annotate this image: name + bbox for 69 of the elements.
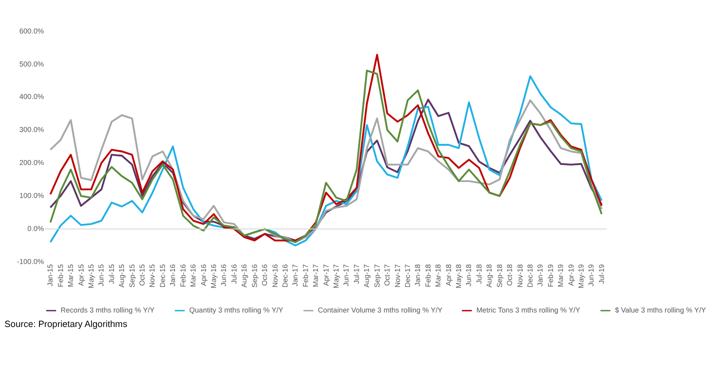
x-tick-label: Aug-17 xyxy=(362,264,372,288)
x-tick-label: Apr-18 xyxy=(444,264,453,286)
x-tick-label: Mar-19 xyxy=(556,264,566,288)
x-tick-label: Mar-17 xyxy=(311,264,320,288)
x-tick-label: Aug-16 xyxy=(240,264,249,288)
x-tick-label: May-17 xyxy=(332,264,341,288)
x-tick-label: Jun-15 xyxy=(96,264,106,286)
x-tick-label: Sep-15 xyxy=(127,264,136,288)
x-tick-label: Apr-15 xyxy=(76,264,86,286)
x-tick-label: Jan-17 xyxy=(290,264,300,286)
x-tick-label: Jun-18 xyxy=(464,264,474,286)
x-tick-label: Oct-18 xyxy=(505,264,514,286)
x-tick-label: Dec-18 xyxy=(525,264,534,288)
x-tick-label: May-18 xyxy=(454,264,464,288)
x-tick-label: Jan-15 xyxy=(46,264,55,286)
x-tick-label: Nov-18 xyxy=(515,264,524,288)
y-tick-label: 100.0% xyxy=(19,191,44,200)
x-tick-label: Jul-16 xyxy=(229,264,238,284)
x-tick-label: Jul-19 xyxy=(596,264,606,284)
legend-label: $ Value 3 mths rolling % Y/Y xyxy=(614,305,706,314)
x-tick-label: May-15 xyxy=(86,264,96,288)
x-tick-label: Aug-15 xyxy=(117,264,126,288)
x-tick-label: Jul-18 xyxy=(474,264,484,284)
x-tick-label: Oct-17 xyxy=(382,264,392,286)
x-tick-label: Jan-16 xyxy=(168,264,178,286)
x-tick-label: Dec-17 xyxy=(402,264,412,288)
x-tick-label: Sep-17 xyxy=(372,264,382,288)
y-tick-label: -100.0% xyxy=(16,257,44,266)
y-tick-label: 400.0% xyxy=(19,92,44,102)
x-tick-label: Nov-15 xyxy=(148,264,157,288)
x-tick-label: Jul-15 xyxy=(106,264,116,284)
x-tick-label: Oct-15 xyxy=(138,264,147,286)
y-tick-label: 600.0% xyxy=(19,26,44,36)
x-tick-label: Mar-15 xyxy=(66,264,76,288)
x-tick-label: Mar-18 xyxy=(434,264,443,288)
x-tick-label: Oct-16 xyxy=(260,264,270,286)
x-tick-label: Apr-16 xyxy=(198,264,208,286)
legend-label: Quantity 3 mths rolling % Y/Y xyxy=(189,305,284,314)
x-tick-label: Jan-19 xyxy=(536,264,545,286)
x-tick-label: Feb-19 xyxy=(546,264,555,288)
y-tick-label: 0.0% xyxy=(27,224,44,234)
y-tick-label: 300.0% xyxy=(19,125,44,134)
x-tick-label: May-16 xyxy=(209,264,218,288)
x-tick-label: Nov-17 xyxy=(392,264,402,288)
x-tick-label: Jun-17 xyxy=(342,264,351,286)
x-tick-label: Dec-16 xyxy=(280,264,290,288)
y-tick-label: 200.0% xyxy=(19,158,44,168)
x-tick-label: Jun-16 xyxy=(219,264,228,286)
legend-label: Metric Tons 3 mths rolling % Y/Y xyxy=(476,305,580,314)
x-tick-label: Jul-17 xyxy=(352,264,361,284)
x-tick-label: Feb-16 xyxy=(178,264,188,288)
source-note: Source: Proprietary Algorithms xyxy=(4,319,128,330)
x-tick-label: Dec-15 xyxy=(158,264,167,288)
x-tick-label: Jan-18 xyxy=(413,264,422,286)
x-tick-label: Mar-16 xyxy=(188,264,198,288)
y-tick-label: 500.0% xyxy=(19,59,44,68)
x-tick-label: Feb-15 xyxy=(56,264,65,288)
x-tick-label: May-19 xyxy=(576,264,586,288)
legend-label: Container Volume 3 mths rolling % Y/Y xyxy=(318,305,443,314)
x-tick-label: Feb-18 xyxy=(423,264,432,288)
x-tick-label: Jun-19 xyxy=(586,264,596,286)
x-tick-label: Sep-18 xyxy=(494,264,504,288)
x-tick-label: Apr-19 xyxy=(566,264,576,286)
x-tick-label: Apr-17 xyxy=(321,264,330,286)
legend-label: Records 3 mths rolling % Y/Y xyxy=(60,305,155,314)
x-tick-label: Nov-16 xyxy=(270,264,280,288)
x-tick-label: Sep-16 xyxy=(250,264,259,288)
x-tick-label: Aug-18 xyxy=(484,264,494,288)
x-tick-label: Feb-17 xyxy=(300,264,310,288)
